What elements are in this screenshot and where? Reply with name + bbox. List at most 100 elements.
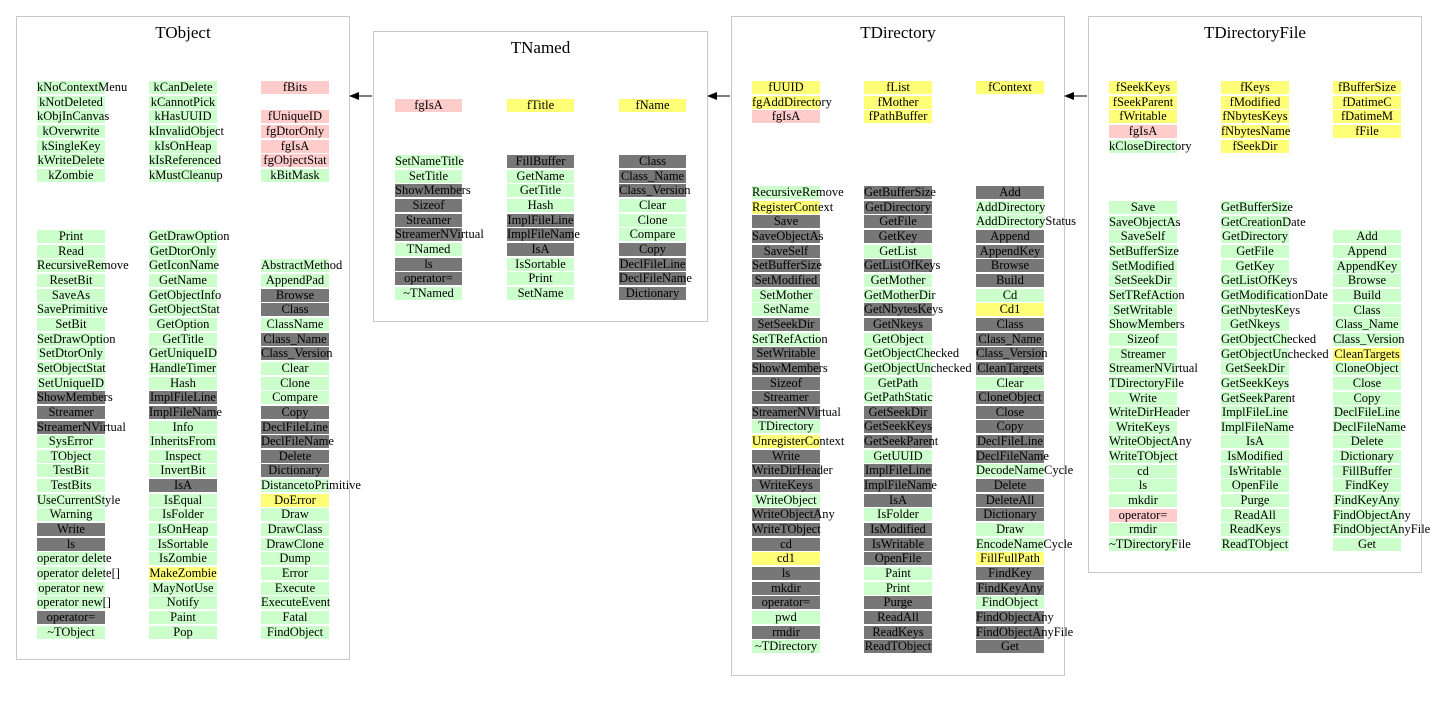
method-readtobject: ReadTObject bbox=[1221, 537, 1289, 551]
method-adddirectory: AddDirectory bbox=[976, 199, 1046, 214]
method-getfile: GetFile bbox=[864, 215, 932, 229]
method-print: Print bbox=[864, 581, 932, 595]
method-getobjectinfo: GetObjectInfo bbox=[149, 287, 222, 302]
member-ftitle: fTitle bbox=[507, 99, 574, 112]
method-setbuffersize: SetBufferSize bbox=[1109, 243, 1179, 258]
method-save: Save bbox=[752, 215, 820, 229]
method-dictionary: Dictionary bbox=[261, 464, 329, 478]
method-writekeys: WriteKeys bbox=[1109, 420, 1177, 434]
method-appendkey: AppendKey bbox=[1333, 259, 1401, 273]
method-ls: ls bbox=[752, 566, 820, 580]
member-ksinglekey: kSingleKey bbox=[37, 139, 105, 153]
method-class-version: Class_Version bbox=[1333, 331, 1405, 346]
method-getnbyteskeys: GetNbytesKeys bbox=[864, 302, 944, 317]
method-usecurrentstyle: UseCurrentStyle bbox=[37, 492, 121, 507]
method-dictionary: Dictionary bbox=[1333, 450, 1401, 464]
method-getlistofkeys: GetListOfKeys bbox=[1221, 273, 1298, 288]
method-setobjectstat: SetObjectStat bbox=[37, 360, 106, 375]
member-fseekkeys: fSeekKeys bbox=[1109, 81, 1177, 94]
method-error: Error bbox=[261, 567, 329, 580]
method-tobject: TObject bbox=[37, 449, 105, 463]
method-setmother: SetMother bbox=[752, 288, 820, 302]
method-streamer: Streamer bbox=[395, 213, 462, 227]
method-class: Class bbox=[261, 303, 329, 317]
method-recursiveremove: RecursiveRemove bbox=[752, 185, 844, 199]
method-issortable: IsSortable bbox=[507, 257, 574, 271]
method-draw: Draw bbox=[261, 508, 329, 522]
method-setwritable: SetWritable bbox=[752, 347, 820, 361]
method-settrefaction: SetTRefAction bbox=[752, 331, 828, 346]
method-distancetoprimitive: DistancetoPrimitive bbox=[261, 478, 361, 493]
method-class-name: Class_Name bbox=[619, 168, 686, 183]
method-implfileline: ImplFileLine bbox=[864, 463, 932, 478]
method-saveself: SaveSelf bbox=[752, 244, 820, 258]
method-sizeof: Sizeof bbox=[752, 376, 820, 390]
method-declfileline: DeclFileLine bbox=[261, 419, 329, 434]
method-saveprimitive: SavePrimitive bbox=[37, 302, 108, 317]
method-findobjectany: FindObjectAny bbox=[1333, 507, 1411, 522]
method-setnametitle: SetNameTitle bbox=[395, 154, 464, 168]
method-getseekkeys: GetSeekKeys bbox=[864, 419, 933, 434]
method-clone: Clone bbox=[619, 213, 686, 227]
method-operator-new: operator new bbox=[37, 580, 105, 595]
method-findobjectanyfile: FindObjectAnyFile bbox=[976, 624, 1074, 639]
method-streamernvirtual: StreamerNVirtual bbox=[37, 419, 126, 434]
method-paint: Paint bbox=[149, 610, 217, 624]
method-openfile: OpenFile bbox=[864, 552, 932, 566]
member-fcontext: fContext bbox=[976, 81, 1044, 94]
member-fgisa: fgIsA bbox=[395, 99, 462, 112]
method-declfilename: DeclFileName bbox=[1333, 419, 1406, 434]
method-implfilename: ImplFileName bbox=[507, 227, 580, 242]
method-showmembers: ShowMembers bbox=[752, 360, 828, 375]
method-adddirectorystatus: AddDirectoryStatus bbox=[976, 214, 1076, 229]
method-implfilename: ImplFileName bbox=[864, 478, 937, 492]
method-delete: Delete bbox=[976, 479, 1044, 492]
method-info: Info bbox=[149, 420, 217, 434]
member-fdatimem: fDatimeM bbox=[1333, 110, 1401, 124]
method-close: Close bbox=[1333, 376, 1401, 390]
method-findkeyany: FindKeyAny bbox=[1333, 493, 1401, 507]
method-implfileline: ImplFileLine bbox=[1221, 405, 1289, 420]
method-isa: IsA bbox=[864, 493, 932, 507]
method-testbits: TestBits bbox=[37, 479, 105, 493]
method-add: Add bbox=[976, 186, 1044, 199]
method-save: Save bbox=[1109, 201, 1177, 214]
method-write: Write bbox=[752, 449, 820, 463]
method-append: Append bbox=[1333, 244, 1401, 258]
method-findobjectany: FindObjectAny bbox=[976, 609, 1054, 624]
method-fillfullpath: FillFullPath bbox=[976, 552, 1044, 566]
member-kcannotpick: kCannotPick bbox=[149, 94, 217, 109]
method-setuniqueid: SetUniqueID bbox=[37, 375, 105, 390]
member-kwritedelete: kWriteDelete bbox=[37, 153, 105, 168]
method-streamernvirtual: StreamerNVirtual bbox=[752, 404, 841, 419]
method-warning: Warning bbox=[37, 508, 105, 522]
method-getkey: GetKey bbox=[1221, 259, 1289, 273]
method-readall: ReadAll bbox=[864, 610, 932, 624]
method-ls: ls bbox=[1109, 479, 1177, 493]
method-findobject: FindObject bbox=[261, 625, 329, 639]
method-handletimer: HandleTimer bbox=[149, 360, 217, 375]
method-showmembers: ShowMembers bbox=[395, 183, 471, 198]
member-fpathbuffer: fPathBuffer bbox=[864, 110, 932, 124]
member-fbuffersize: fBufferSize bbox=[1333, 81, 1401, 94]
method-copy: Copy bbox=[261, 405, 329, 419]
method-invertbit: InvertBit bbox=[149, 464, 217, 478]
method-class-name: Class_Name bbox=[976, 332, 1044, 346]
method-getseekdir: GetSeekDir bbox=[864, 405, 932, 419]
method-getoption: GetOption bbox=[149, 317, 217, 331]
member-kisreferenced: kIsReferenced bbox=[149, 153, 222, 168]
method-isonheap: IsOnHeap bbox=[149, 523, 217, 536]
method-setdrawoption: SetDrawOption bbox=[37, 331, 116, 346]
method-saveas: SaveAs bbox=[37, 288, 105, 302]
method-clear: Clear bbox=[619, 198, 686, 212]
method-tdirectory: ~TDirectory bbox=[752, 640, 820, 654]
method-writetobject: WriteTObject bbox=[1109, 449, 1178, 464]
method-writeobject: WriteObject bbox=[752, 493, 820, 507]
method-syserror: SysError bbox=[37, 435, 105, 449]
method-executeevent: ExecuteEvent bbox=[261, 595, 331, 610]
method-saveself: SaveSelf bbox=[1109, 230, 1177, 244]
method-fatal: Fatal bbox=[261, 610, 329, 624]
member-fgisa: fgIsA bbox=[1109, 125, 1177, 138]
method-setbuffersize: SetBufferSize bbox=[752, 258, 822, 273]
member-kbitmask: kBitMask bbox=[261, 168, 329, 182]
